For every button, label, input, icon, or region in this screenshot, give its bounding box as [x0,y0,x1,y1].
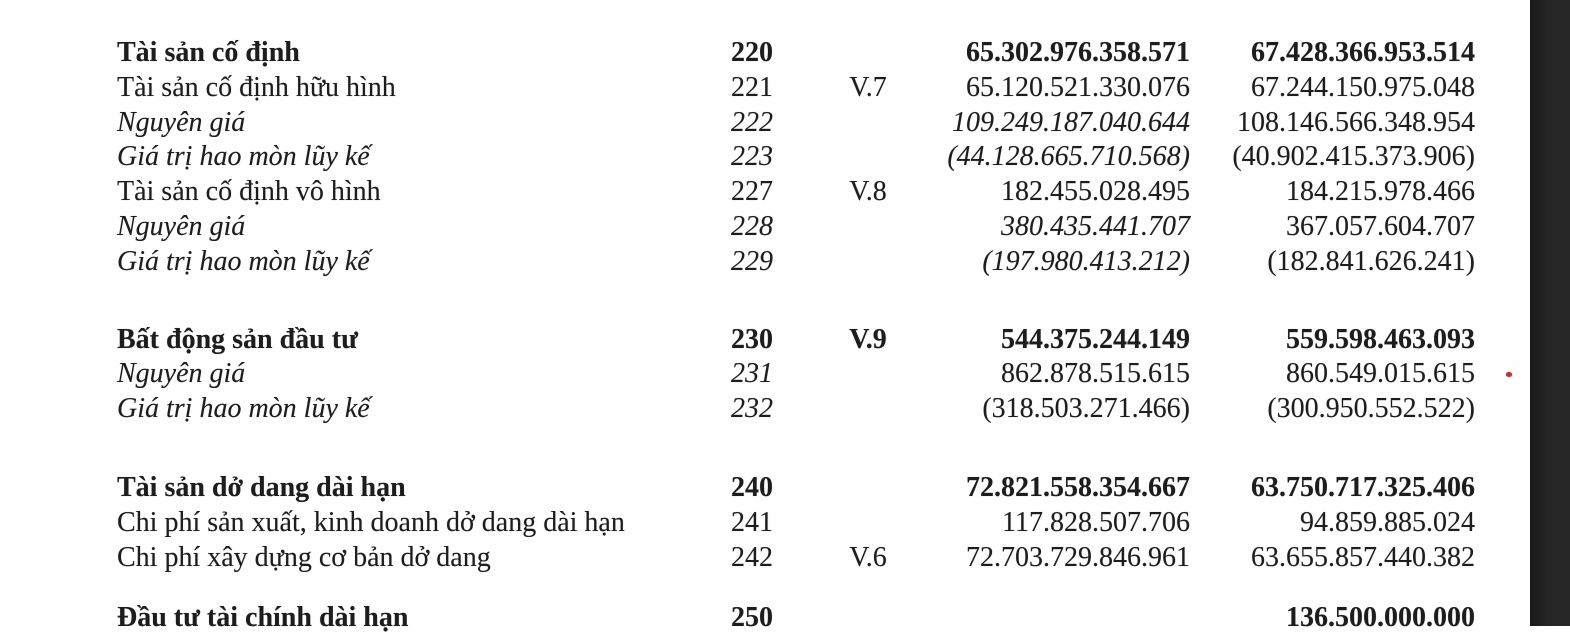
row-value-current-year: 117.828.507.706 [1002,506,1190,538]
row-value-current-year: 109.249.187.040.644 [952,106,1190,138]
table-row: Giá trị hao mòn lũy kế 223 (44.128.665.7… [0,140,1530,175]
row-code: 240 [731,471,773,503]
table-row: Giá trị hao mòn lũy kế 232 (318.503.271.… [0,392,1530,427]
row-code: 228 [731,210,773,242]
row-code: 231 [731,358,773,390]
row-code: 222 [731,106,773,138]
row-value-previous-year: 184.215.978.466 [1286,176,1475,208]
row-code: 230 [731,323,773,355]
row-code: 221 [731,71,773,103]
row-label: Giá trị hao mòn lũy kế [117,141,370,173]
row-value-previous-year: (40.902.415.373.906) [1232,141,1475,173]
row-value-current-year: 65.302.976.358.571 [966,37,1190,68]
table-row: Nguyên giá 222 109.249.187.040.644 108.1… [0,106,1530,141]
table-row: Tài sản cố định vô hình 227 V.8 182.455.… [0,175,1530,210]
row-code: 220 [731,37,773,68]
row-value-current-year: (197.980.413.212) [982,245,1190,277]
row-label: Nguyên giá [117,210,246,242]
table-row: Giá trị hao mòn lũy kế 229 (197.980.413.… [0,245,1530,280]
row-label: Nguyên giá [117,106,246,138]
row-code: 223 [731,141,773,173]
row-value-current-year: (44.128.665.710.568) [947,141,1190,173]
row-code: 232 [731,393,773,425]
row-code: 229 [731,245,773,277]
row-value-previous-year: 559.598.463.093 [1286,323,1475,355]
row-value-previous-year: (182.841.626.241) [1267,245,1475,277]
row-note-ref: V.9 [849,323,887,355]
row-note-ref: V.6 [849,541,887,573]
table-section: Bất động sản đầu tư 230 V.9 544.375.244.… [0,323,1530,427]
row-label: Tài sản cố định hữu hình [117,71,396,103]
row-code: 250 [731,602,773,634]
row-value-current-year: 72.703.729.846.961 [966,541,1190,573]
row-value-previous-year: 67.428.366.953.514 [1251,37,1475,68]
row-label: Chi phí xây dựng cơ bản dở dang [117,541,491,573]
row-value-current-year: (318.503.271.466) [982,393,1190,425]
row-value-previous-year: 860.549.015.615 [1286,358,1475,390]
table-row: Bất động sản đầu tư 230 V.9 544.375.244.… [0,323,1530,358]
table-section: Tài sản cố định 220 65.302.976.358.571 6… [0,36,1530,280]
row-value-previous-year: 94.859.885.024 [1300,506,1475,538]
row-value-previous-year: 67.244.150.975.048 [1251,71,1475,103]
row-value-current-year: 65.120.521.330.076 [966,71,1190,103]
row-value-current-year: 380.435.441.707 [1001,210,1190,242]
row-note-ref: V.7 [849,71,887,103]
row-value-previous-year: 136.500.000.000 [1286,602,1475,634]
row-label: Tài sản cố định [117,37,300,68]
balance-sheet-table: Tài sản cố định 220 65.302.976.358.571 6… [0,36,1530,636]
table-row: Chi phí xây dựng cơ bản dở dang 242 V.6 … [0,541,1530,576]
row-value-current-year: 544.375.244.149 [1001,323,1190,355]
table-row: Tài sản dở dang dài hạn 240 72.821.558.3… [0,471,1530,506]
row-code: 227 [731,176,773,208]
row-value-previous-year: 63.750.717.325.406 [1251,471,1475,503]
row-value-previous-year: 63.655.857.440.382 [1251,541,1475,573]
table-section: Đầu tư tài chính dài hạn 250 136.500.000… [0,601,1530,636]
row-label: Bất động sản đầu tư [117,323,358,355]
row-code: 241 [731,506,773,538]
row-label: Đầu tư tài chính dài hạn [117,602,409,634]
row-value-current-year: 72.821.558.354.667 [966,471,1190,503]
table-row: Chi phí sản xuất, kinh doanh dở dang dài… [0,506,1530,541]
scan-edge-black-bar [1530,0,1570,626]
row-value-previous-year: 108.146.566.348.954 [1237,106,1475,138]
row-note-ref: V.8 [849,176,887,208]
row-label: Chi phí sản xuất, kinh doanh dở dang dài… [117,506,625,538]
table-row: Nguyên giá 231 862.878.515.615 860.549.0… [0,357,1530,392]
table-row: Đầu tư tài chính dài hạn 250 136.500.000… [0,601,1530,636]
table-row: Tài sản cố định 220 65.302.976.358.571 6… [0,36,1530,71]
row-value-current-year: 182.455.028.495 [1001,176,1190,208]
row-value-previous-year: (300.950.552.522) [1267,393,1475,425]
table-section: Tài sản dở dang dài hạn 240 72.821.558.3… [0,471,1530,575]
row-label: Nguyên giá [117,358,246,390]
row-label: Giá trị hao mòn lũy kế [117,245,370,277]
table-row: Tài sản cố định hữu hình 221 V.7 65.120.… [0,71,1530,106]
row-label: Tài sản dở dang dài hạn [117,471,406,503]
red-ink-speck [1506,372,1512,377]
row-value-previous-year: 367.057.604.707 [1286,210,1475,242]
row-code: 242 [731,541,773,573]
row-label: Giá trị hao mòn lũy kế [117,393,370,425]
row-value-current-year: 862.878.515.615 [1001,358,1190,390]
row-label: Tài sản cố định vô hình [117,176,381,208]
table-row: Nguyên giá 228 380.435.441.707 367.057.6… [0,210,1530,245]
